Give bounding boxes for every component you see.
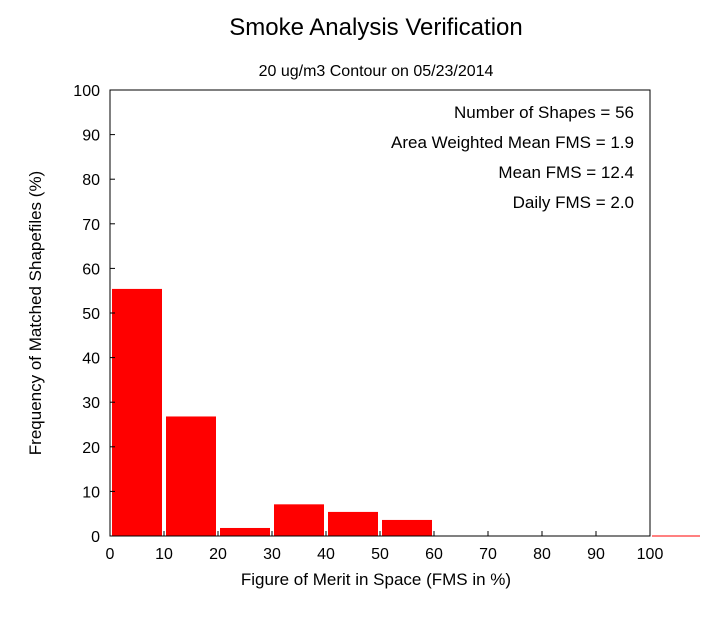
histogram-bar — [328, 511, 378, 536]
x-axis: 0 10 20 30 40 50 60 70 80 90 100 — [106, 531, 664, 563]
y-tick-label: 100 — [73, 83, 100, 100]
x-tick-label: 40 — [317, 546, 335, 563]
x-tick-label: 90 — [587, 546, 605, 563]
histogram-bar — [274, 504, 324, 536]
y-axis-label: Frequency of Matched Shapefiles (%) — [26, 171, 45, 455]
histogram-bar — [112, 288, 162, 536]
y-tick-label: 60 — [82, 261, 100, 278]
x-tick-label: 70 — [479, 546, 497, 563]
stat-annotation: Daily FMS = 2.0 — [513, 193, 634, 212]
y-tick-label: 40 — [82, 351, 100, 368]
y-tick-label: 70 — [82, 217, 100, 234]
stat-annotation: Number of Shapes = 56 — [454, 103, 634, 122]
stat-annotation: Mean FMS = 12.4 — [498, 163, 634, 182]
y-tick-label: 30 — [82, 395, 100, 412]
y-axis: 0 10 20 30 40 50 60 70 80 90 100 — [73, 83, 115, 546]
y-tick-label: 80 — [82, 172, 100, 189]
x-tick-label: 50 — [371, 546, 389, 563]
chart-subtitle: 20 ug/m3 Contour on 05/23/2014 — [259, 63, 494, 80]
x-tick-label: 60 — [425, 546, 443, 563]
x-axis-label: Figure of Merit in Space (FMS in %) — [241, 570, 511, 589]
y-tick-label: 50 — [82, 306, 100, 323]
x-tick-label: 10 — [155, 546, 173, 563]
x-tick-label: 20 — [209, 546, 227, 563]
histogram-bar — [166, 416, 216, 536]
histogram-bar — [220, 527, 270, 536]
y-tick-label: 90 — [82, 128, 100, 145]
y-tick-label: 0 — [91, 529, 100, 546]
x-tick-label: 80 — [533, 546, 551, 563]
bars-layer — [112, 288, 700, 537]
histogram-bar — [382, 519, 432, 536]
stats-annotations: Number of Shapes = 56 Area Weighted Mean … — [391, 103, 634, 212]
chart-title: Smoke Analysis Verification — [229, 14, 522, 41]
y-tick-label: 10 — [82, 484, 100, 501]
x-tick-label: 100 — [637, 546, 664, 563]
x-tick-label: 30 — [263, 546, 281, 563]
x-tick-label: 0 — [106, 546, 115, 563]
stat-annotation: Area Weighted Mean FMS = 1.9 — [391, 133, 634, 152]
y-tick-label: 20 — [82, 440, 100, 457]
